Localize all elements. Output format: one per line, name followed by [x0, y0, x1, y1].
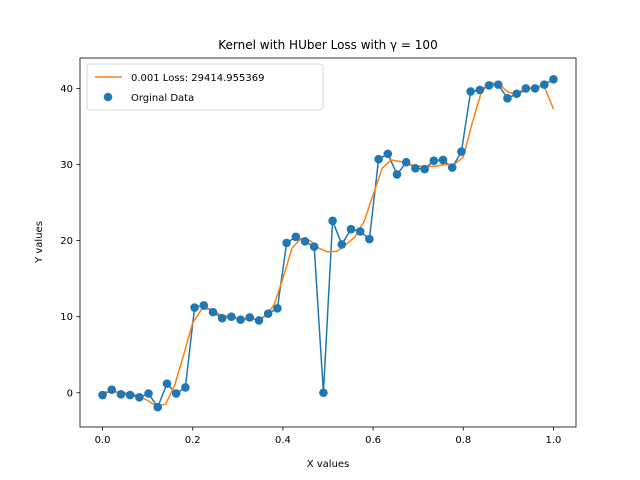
x-tick-label: 0.6: [365, 435, 381, 446]
x-tick-label: 1.0: [546, 435, 562, 446]
y-tick-label: 20: [60, 236, 73, 247]
data-point: [153, 402, 163, 412]
data-point: [144, 389, 153, 398]
data-point: [190, 303, 199, 312]
data-point: [300, 237, 310, 246]
data-point: [236, 315, 245, 325]
data-point: [135, 393, 144, 402]
data-point: [420, 164, 429, 174]
data-point: [447, 163, 457, 172]
data-point: [98, 390, 107, 400]
fit-series-line: [102, 81, 555, 408]
data-point: [512, 89, 521, 99]
data-point: [208, 307, 218, 317]
y-tick-label: 0: [67, 388, 73, 399]
data-point: [438, 155, 448, 165]
data-point: [466, 87, 475, 96]
chart-title: Kernel with HUber Loss with γ = 100: [218, 38, 437, 52]
data-point: [125, 390, 135, 400]
data-point: [309, 242, 319, 251]
data-point: [530, 84, 540, 93]
data-point: [503, 94, 512, 103]
data-point: [162, 379, 172, 388]
legend-fit-label: 0.001 Loss: 29414.955369: [131, 73, 264, 84]
legend-box: [86, 63, 324, 111]
data-point: [171, 389, 181, 398]
data-point: [475, 85, 485, 95]
x-tick-label: 0.2: [185, 435, 201, 446]
y-axis-label: Y values: [34, 221, 45, 264]
data-point: [401, 157, 411, 167]
data-point: [227, 312, 236, 321]
x-tick-label: 0.4: [275, 435, 291, 446]
data-point: [181, 383, 190, 392]
data-point: [521, 84, 531, 93]
data-point: [328, 216, 337, 226]
data-point: [254, 316, 264, 325]
data-point: [107, 385, 117, 395]
data-point: [319, 388, 328, 398]
data-point: [337, 240, 347, 249]
data-point: [549, 75, 558, 84]
x-tick-label: 0.8: [455, 435, 471, 446]
data-point: [429, 156, 439, 166]
data-point: [411, 164, 420, 173]
y-tick-label: 30: [60, 160, 73, 171]
axes-frame: [79, 57, 577, 428]
legend: 0.001 Loss: 29414.955369 Orginal Data: [86, 63, 324, 111]
data-point: [374, 154, 383, 164]
data-point: [245, 313, 255, 322]
data-point: [484, 81, 494, 90]
y-tick-label: 40: [60, 84, 73, 95]
plot-area: [79, 57, 577, 428]
data-point: [355, 227, 365, 236]
data-point: [217, 313, 227, 323]
data-point: [539, 80, 549, 89]
data-point: [383, 149, 393, 159]
data-point: [457, 147, 466, 156]
data-point: [116, 389, 126, 399]
y-axis-ticks: 0 10 20 30 40: [60, 84, 80, 399]
x-tick-label: 0.0: [95, 435, 111, 446]
data-point: [346, 224, 356, 234]
data-point: [392, 170, 402, 179]
data-point: [282, 238, 291, 248]
legend-data-swatch: [103, 92, 113, 102]
data-point: [263, 309, 273, 318]
x-axis-ticks: 0.0 0.2 0.4 0.6 0.8 1.0: [95, 427, 562, 446]
data-point: [199, 300, 209, 310]
data-point: [365, 234, 374, 244]
x-axis-label: X values: [307, 459, 350, 470]
data-point: [273, 304, 282, 313]
data-point: [291, 232, 301, 242]
legend-data-label: Orginal Data: [131, 93, 194, 104]
y-tick-label: 10: [60, 312, 73, 323]
data-point: [493, 80, 503, 89]
